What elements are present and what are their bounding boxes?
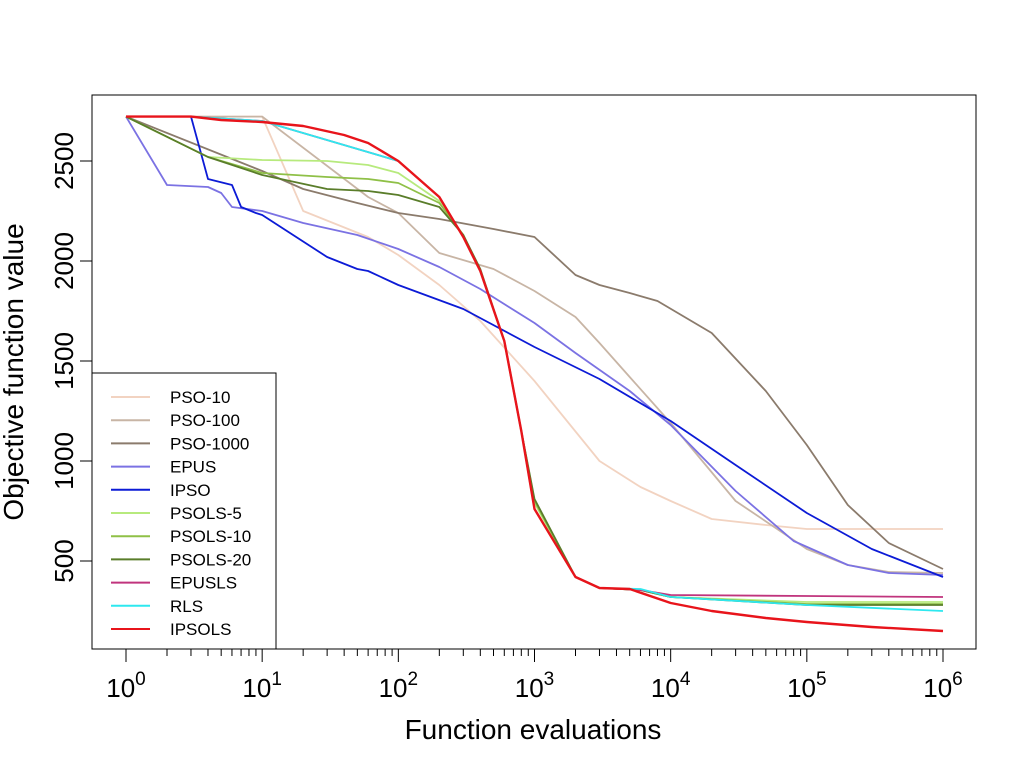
x-tick-label: 105 — [787, 669, 827, 703]
x-tick-label: 103 — [515, 669, 555, 703]
x-tick-label: 100 — [106, 669, 146, 703]
series-line-ipsols — [126, 115, 944, 633]
legend-box — [91, 372, 277, 650]
y-tick-label: 2000 — [49, 232, 79, 290]
y-tick-label: 1000 — [49, 432, 79, 490]
x-tick-label: 104 — [651, 669, 691, 703]
y-axis-title: Objective function value — [0, 223, 29, 520]
legend-label: PSOLS-20 — [170, 550, 251, 569]
legend-label: IPSO — [170, 481, 211, 500]
y-tick-label: 1500 — [49, 332, 79, 390]
series-line-ipso — [126, 115, 944, 578]
legend-label: PSOLS-10 — [170, 527, 251, 546]
legend-label: PSOLS-5 — [170, 504, 242, 523]
series-line-pso-100 — [126, 115, 944, 574]
legend-label: PSO-10 — [170, 388, 230, 407]
x-tick-label: 101 — [242, 669, 282, 703]
x-tick-label: 106 — [923, 669, 963, 703]
legend: PSO-10 PSO-100 PSO-1000 EPUS IPSO PSOLS-5 PSOL… — [91, 372, 277, 650]
x-axis-title: Function evaluations — [405, 714, 662, 745]
series-line-pso-10 — [126, 115, 943, 530]
legend-label: RLS — [170, 597, 203, 616]
legend-label: IPSOLS — [170, 620, 231, 639]
series-line-pso-1000 — [125, 115, 944, 570]
series-line-epus — [125, 116, 944, 576]
y-axis: 500 1000 1500 2000 2500 — [49, 132, 93, 583]
y-tick-label: 2500 — [49, 132, 79, 190]
legend-label: PSO-100 — [170, 411, 240, 430]
y-tick-label: 500 — [49, 539, 79, 582]
legend-label: EPUSLS — [170, 574, 237, 593]
series-lines — [125, 115, 944, 633]
x-axis: 100 101 102 103 104 105 106 — [106, 648, 963, 703]
x-tick-label: 102 — [379, 669, 419, 703]
legend-label: PSO-1000 — [170, 434, 249, 453]
legend-label: EPUS — [170, 458, 216, 477]
